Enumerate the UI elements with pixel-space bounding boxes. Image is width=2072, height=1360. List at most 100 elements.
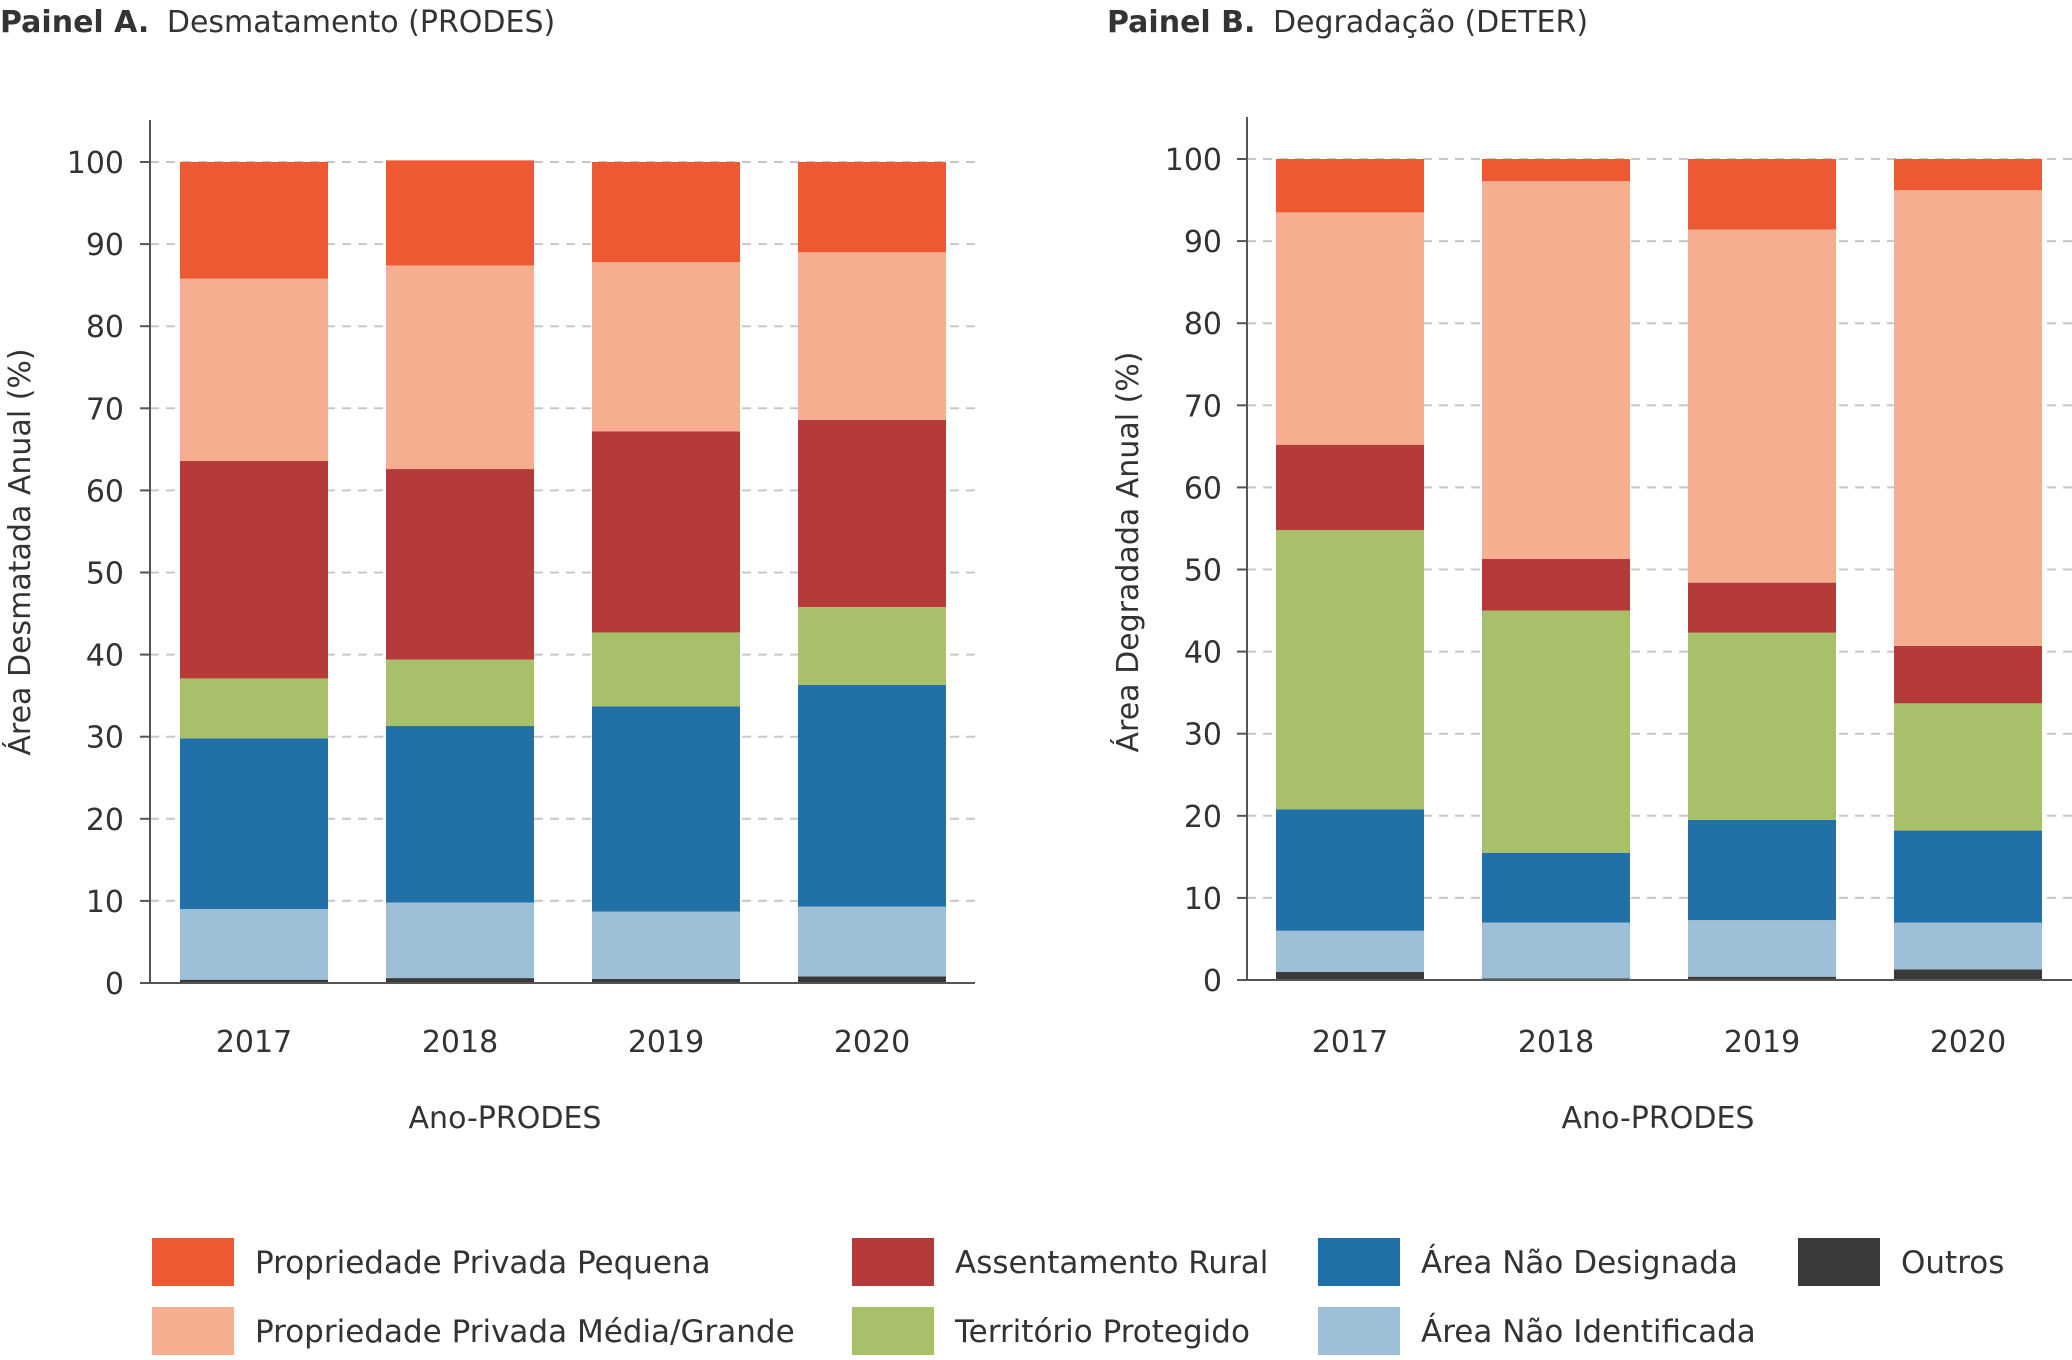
panel-a-bar-2018-assentamento-rural (386, 469, 534, 660)
legend-swatch-area-nao-identificada (1318, 1307, 1400, 1355)
panel-a-y-tick-label: 20 (86, 803, 124, 838)
panel-a-title: Painel A. Desmatamento (PRODES) (0, 5, 555, 40)
legend-label-area-nao-identificada: Área Não Identificada (1421, 1314, 1756, 1350)
panel-b-x-axis-label: Ano-PRODES (1562, 1101, 1755, 1136)
panel-b-title-text: Degradação (DETER) (1273, 5, 1588, 40)
panel-a-title-bold: Painel A. (0, 5, 149, 40)
panel-b-y-tick-labels: 0 10 20 30 40 50 60 70 80 90 100 (1165, 143, 1222, 999)
legend-swatch-territorio-protegido (852, 1307, 934, 1355)
panel-a-bar-2020-area-nao-identificada (798, 906, 946, 977)
panel-b-bar-2017-propriedade-privada-media-grande (1276, 212, 1424, 445)
panel-a-bar-2020-propriedade-privada-media-grande (798, 252, 946, 420)
panel-b-y-tick-label: 20 (1184, 800, 1222, 835)
legend-label-area-nao-designada: Área Não Designada (1421, 1245, 1738, 1281)
panel-a-y-tick-label: 100 (67, 146, 124, 181)
panel-a-bar-2020-territorio-protegido (798, 606, 946, 685)
panel-b-bar-2018-area-nao-designada (1482, 852, 1630, 923)
panel-b-bar-2019-propriedade-privada-media-grande (1688, 229, 1836, 583)
panel-a-y-tick-labels: 0 10 20 30 40 50 60 70 80 90 100 (67, 146, 124, 1002)
panel-b-bar-2020-propriedade-privada-media-grande (1894, 190, 2042, 646)
panel-b-bar-2017-territorio-protegido (1276, 530, 1424, 810)
panel-a-x-axis-label: Ano-PRODES (409, 1101, 602, 1136)
panel-b-bar-2020-territorio-protegido (1894, 703, 2042, 831)
panel-b-bar-2019-area-nao-designada (1688, 819, 1836, 921)
panel-b-bar-2017-area-nao-designada (1276, 809, 1424, 931)
panel-b-bar-2018-territorio-protegido (1482, 610, 1630, 853)
panel-a-x-tick-label-2018: 2018 (422, 1025, 498, 1060)
panel-a-bar-2018-propriedade-privada-pequena (386, 160, 534, 266)
legend-label-assentamento-rural: Assentamento Rural (955, 1245, 1268, 1281)
panel-b-bar-2019-assentamento-rural (1688, 582, 1836, 633)
legend-label-outros: Outros (1901, 1245, 2004, 1281)
panel-a-bar-2019-propriedade-privada-pequena (592, 162, 740, 263)
panel-a-bar-2018-outros (386, 978, 534, 983)
panel-b-title: Painel B. Degradação (DETER) (1107, 5, 1588, 40)
panel-b-bar-2017-area-nao-identificada (1276, 930, 1424, 972)
panel-a-x-tick-label-2020: 2020 (834, 1025, 910, 1060)
panel-b-y-tick-label: 60 (1184, 471, 1222, 506)
panel-b-x-tick-label-2018: 2018 (1518, 1025, 1594, 1060)
panel-b-x-tick-labels: 2017 2018 2019 2020 (1312, 1025, 2006, 1060)
panel-a-bar-2017-territorio-protegido (180, 678, 328, 739)
panel-a-x-tick-labels: 2017 2018 2019 2020 (216, 1025, 910, 1060)
panel-a-bar-2019-assentamento-rural (592, 431, 740, 633)
panel-a-y-tick-label: 10 (86, 885, 124, 920)
panel-b-bar-2017-outros (1276, 971, 1424, 980)
panel-b-y-tick-label: 90 (1184, 225, 1222, 260)
panel-a-bar-2020-area-nao-designada (798, 684, 946, 907)
panel-b-bar-2017-assentamento-rural (1276, 444, 1424, 531)
panel-b-bar-2018-area-nao-identificada (1482, 922, 1630, 979)
panel-a-bar-2020-propriedade-privada-pequena (798, 162, 946, 253)
panel-b-title-bold: Painel B. (1107, 5, 1255, 40)
panel-a-bar-2019-area-nao-designada (592, 706, 740, 912)
legend-swatch-outros (1798, 1238, 1880, 1286)
panel-a-bar-2020-outros (798, 976, 946, 983)
legend-swatch-propriedade-privada-pequena (152, 1238, 234, 1286)
legend-swatch-assentamento-rural (852, 1238, 934, 1286)
panel-a-y-tick-label: 30 (86, 721, 124, 756)
panel-a-bar-2017-outros (180, 979, 328, 983)
panel-a-x-tick-label-2017: 2017 (216, 1025, 292, 1060)
panel-b-bar-2019-outros (1688, 976, 1836, 980)
panel-a-y-tick-label: 80 (86, 310, 124, 345)
legend-label-propriedade-privada-media-grande: Propriedade Privada Média/Grande (255, 1314, 795, 1350)
panel-a-bar-2019-territorio-protegido (592, 632, 740, 707)
panel-a-y-tick-label: 40 (86, 639, 124, 674)
legend-label-propriedade-privada-pequena: Propriedade Privada Pequena (255, 1245, 711, 1281)
panel-b-axes (1237, 117, 2072, 981)
panel-b: Painel B. Degradação (DETER) 0 10 20 30 40 50… (1107, 5, 2072, 1136)
panel-a-bar-2017-assentamento-rural (180, 460, 328, 679)
legend: Propriedade Privada Pequena Assentamento … (152, 1238, 2004, 1355)
panel-a-bar-2020-assentamento-rural (798, 419, 946, 607)
panel-a-bar-2017-area-nao-designada (180, 738, 328, 910)
panel-a-bar-2017-propriedade-privada-media-grande (180, 278, 328, 461)
panel-a-x-tick-label-2019: 2019 (628, 1025, 704, 1060)
legend-swatch-area-nao-designada (1318, 1238, 1400, 1286)
panel-b-bar-2020-assentamento-rural (1894, 645, 2042, 704)
panel-a-bars (180, 160, 946, 983)
panel-b-bar-2020-propriedade-privada-pequena (1894, 159, 2042, 191)
panel-a-bar-2018-area-nao-designada (386, 726, 534, 903)
panel-a-bar-2019-area-nao-identificada (592, 911, 740, 979)
panel-b-bar-2019-propriedade-privada-pequena (1688, 159, 1836, 230)
panel-b-bar-2020-area-nao-identificada (1894, 922, 2042, 970)
panel-a-bar-2017-propriedade-privada-pequena (180, 162, 328, 279)
panel-b-bar-2017-propriedade-privada-pequena (1276, 159, 1424, 213)
panel-b-y-tick-label: 70 (1184, 389, 1222, 424)
panel-a-axes (140, 120, 975, 984)
panel-a-bar-2018-propriedade-privada-media-grande (386, 265, 534, 470)
panel-b-x-tick-label-2019: 2019 (1724, 1025, 1800, 1060)
panel-a-y-tick-label: 60 (86, 474, 124, 509)
panel-a-bar-2019-outros (592, 978, 740, 983)
panel-b-bar-2020-outros (1894, 969, 2042, 980)
panel-a-y-tick-label: 90 (86, 228, 124, 263)
panel-a: Painel A. Desmatamento (PRODES) 0 10 20 30 4… (0, 5, 975, 1136)
panel-a-y-tick-label: 0 (105, 967, 124, 1002)
panel-a-y-tick-label: 50 (86, 557, 124, 592)
panel-b-bar-2018-propriedade-privada-pequena (1482, 159, 1630, 182)
panel-b-y-tick-label: 10 (1184, 882, 1222, 917)
panel-a-y-axis-label: Área Desmatada Anual (%) (2, 348, 38, 755)
panel-b-y-tick-label: 80 (1184, 307, 1222, 342)
